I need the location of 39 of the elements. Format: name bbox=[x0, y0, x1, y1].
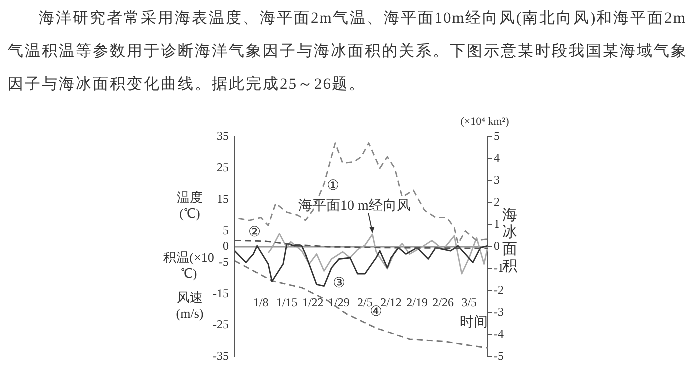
x-axis-title: 时间 bbox=[460, 314, 488, 331]
y-axis-title: 温度(℃) bbox=[176, 190, 204, 222]
x-tick-label: 1/15 bbox=[276, 296, 298, 310]
y2-tick-label: -5 bbox=[494, 349, 504, 364]
y2-tick-label: 0 bbox=[494, 239, 500, 254]
series-label: 海平面10 m经向风 bbox=[298, 198, 411, 214]
y2-tick-label: 5 bbox=[494, 129, 500, 144]
y-tick-label: 25 bbox=[217, 160, 229, 175]
x-tick-label: 1/29 bbox=[328, 296, 350, 310]
y-tick-label: 5 bbox=[223, 223, 229, 238]
text: 积温(×10 ℃) bbox=[162, 250, 216, 282]
y-tick-label: 35 bbox=[217, 129, 229, 144]
y-tick-label: -35 bbox=[213, 349, 229, 364]
text: 风速(m/s) bbox=[175, 290, 205, 322]
y-tick-label: 0 bbox=[223, 239, 229, 254]
text: (×10⁴ km²) bbox=[460, 115, 510, 130]
series-label: ③ bbox=[333, 276, 346, 292]
x-tick-label: 2/12 bbox=[380, 296, 402, 310]
y2-tick-label: -2 bbox=[494, 283, 504, 298]
y-tick-label: -25 bbox=[213, 318, 229, 332]
x-tick-label: 1/22 bbox=[302, 296, 324, 310]
x-tick-label: 2/19 bbox=[406, 296, 428, 310]
y-tick-label: -5 bbox=[219, 254, 229, 269]
x-tick-label: 3/5 bbox=[462, 296, 478, 310]
y2-tick-label: 1 bbox=[494, 217, 500, 232]
y-tick-label: 15 bbox=[217, 192, 229, 206]
y2-tick-label: 4 bbox=[494, 151, 500, 166]
y2-tick-label: 2 bbox=[494, 195, 500, 210]
y2-tick-label: -1 bbox=[494, 261, 504, 276]
y-tick-label: -15 bbox=[213, 286, 229, 300]
y2-tick-label: -3 bbox=[494, 305, 504, 320]
y2-axis-title: 海冰面积 bbox=[502, 208, 518, 276]
chart-title: 海洋研究者常采用海表温度、海平面2m气温、海平面10m经向风(南北向风)和海平面2m气温积温等参数用于诊断海洋气象因子与海冰面积的关系。下图示意某时段我国某海域气象因子与海冰面积变化曲线。据此完成25～26题。 bbox=[8, 9, 689, 95]
y2-tick-label: -4 bbox=[494, 327, 504, 342]
x-tick-label: 2/26 bbox=[432, 296, 454, 310]
series-label: ② bbox=[248, 225, 262, 240]
y2-tick-label: 3 bbox=[494, 173, 500, 188]
series-label: ① bbox=[326, 178, 340, 194]
x-tick-label: 1/8 bbox=[253, 296, 269, 310]
